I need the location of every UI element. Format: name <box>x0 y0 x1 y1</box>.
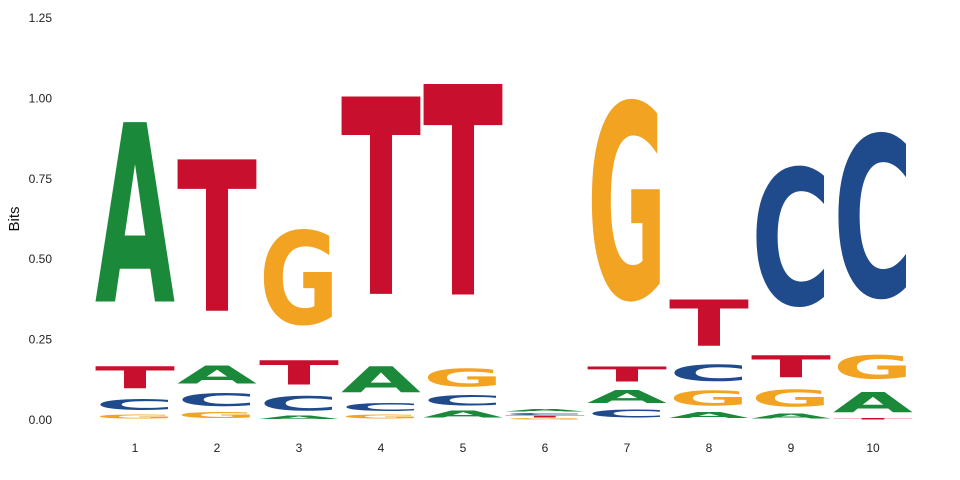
logo-letter-a: A <box>177 360 257 389</box>
x-tick-label: 7 <box>624 441 631 455</box>
logo-letter-c: C <box>423 393 503 409</box>
y-tick-label: 1.25 <box>29 11 53 25</box>
y-axis: 0.00 0.25 0.50 0.75 1.00 1.25 <box>29 11 53 427</box>
logo-letter-a: A <box>505 408 586 412</box>
y-tick-label: 0.75 <box>29 172 53 186</box>
x-tick-label: 5 <box>460 441 467 455</box>
logo-letter-a: A <box>95 75 175 361</box>
x-tick-label: 4 <box>378 441 385 455</box>
logo-letter-c: C <box>669 361 749 387</box>
logo-letter-c: C <box>259 393 339 415</box>
y-tick-label: 0.50 <box>29 252 53 266</box>
x-tick-label: 8 <box>706 441 713 455</box>
x-tick-label: 9 <box>788 441 795 455</box>
logo-letter-t: T <box>95 361 175 396</box>
logo-letter-c: C <box>505 412 585 415</box>
y-tick-label: 1.00 <box>29 91 53 105</box>
logo-letter-t: T <box>505 416 586 419</box>
logo-letter-c: C <box>341 401 421 414</box>
logo-letter-a: A <box>259 415 340 420</box>
logo-letter-a: A <box>423 409 503 420</box>
logo-letter-c: C <box>587 407 667 420</box>
x-tick-label: 6 <box>542 441 549 455</box>
logo-letter-c: C <box>95 396 175 413</box>
x-tick-label: 10 <box>866 441 880 455</box>
logo-letter-t: T <box>177 119 257 360</box>
logo-letter-a: A <box>751 412 831 420</box>
logo-letter-g: G <box>669 386 749 410</box>
logo-letter-t: T <box>259 354 339 392</box>
logo-letter-a: A <box>341 359 421 401</box>
logo-letter-g: G <box>177 411 257 421</box>
logo-letter-t: T <box>669 288 749 361</box>
logo-letter-t: T <box>751 350 831 385</box>
logo-letter-t: T <box>341 43 421 358</box>
y-tick-label: 0.00 <box>29 413 53 427</box>
logo-letter-g: G <box>751 385 831 412</box>
logo-letter-g: G <box>95 414 175 420</box>
logo-letter-t: T <box>423 27 503 362</box>
x-tick-label: 2 <box>214 441 221 455</box>
logo-letter-g: G <box>505 418 585 420</box>
logo-letter-g: G <box>259 205 339 353</box>
logo-letter-a: A <box>833 386 914 418</box>
x-tick-label: 3 <box>296 441 303 455</box>
x-axis: 1 2 3 4 5 6 7 8 9 10 <box>132 441 880 455</box>
logo-letter-c: C <box>751 132 831 349</box>
logo-letter-g: G <box>341 414 421 420</box>
logo-letter-g: G <box>587 49 667 361</box>
y-tick-label: 0.25 <box>29 333 53 347</box>
x-tick-label: 1 <box>132 441 139 455</box>
logo-letter-c: C <box>177 390 257 411</box>
logo-letter-t: T <box>833 418 914 420</box>
logo-letter-g: G <box>833 350 913 387</box>
y-axis-title: Bits <box>6 206 23 231</box>
logo-letter-t: T <box>587 362 667 386</box>
logo-letter-a: A <box>587 386 668 407</box>
logo-letter-g: G <box>423 364 503 393</box>
logo-letter-a: A <box>669 410 749 420</box>
logo-letter-c: C <box>833 92 913 350</box>
